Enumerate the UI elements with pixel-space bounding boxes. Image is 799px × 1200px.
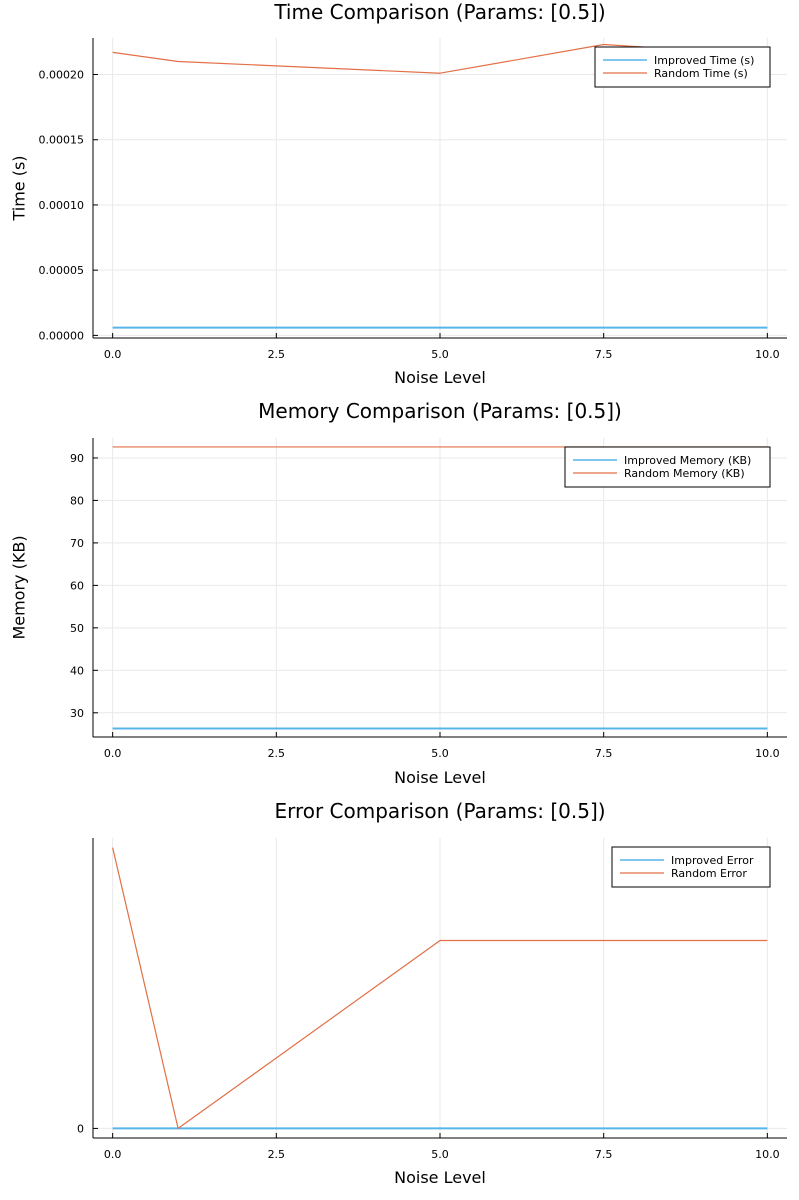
x-tick-label: 0.0 bbox=[104, 1148, 122, 1161]
x-tick-label: 0.0 bbox=[104, 747, 122, 760]
legend-label: Random Error bbox=[671, 867, 747, 880]
x-tick-label: 2.5 bbox=[268, 1148, 286, 1161]
x-tick-label: 7.5 bbox=[595, 747, 613, 760]
x-axis-label: Noise Level bbox=[394, 368, 486, 387]
legend-box bbox=[611, 846, 771, 888]
y-tick-label: 0 bbox=[77, 1122, 84, 1135]
series-line-random bbox=[112, 847, 768, 1130]
x-tick-label: 2.5 bbox=[268, 747, 286, 760]
x-tick-label: 10.0 bbox=[755, 747, 780, 760]
legend-label: Improved Time (s) bbox=[654, 54, 754, 67]
x-tick-label: 10.0 bbox=[755, 1148, 780, 1161]
y-tick-label: 0.00015 bbox=[39, 134, 85, 147]
legend-box bbox=[564, 446, 771, 488]
x-tick-label: 5.0 bbox=[431, 1148, 449, 1161]
y-tick-label: 0.00020 bbox=[39, 69, 85, 82]
chart-panel-1: 0.0 2.5 5.0 7.5 10.0 0.00000 0.00005 0.00010 0.0… bbox=[9, 0, 787, 387]
legend-label: Improved Memory (KB) bbox=[624, 454, 751, 467]
y-tick-label: 70 bbox=[70, 537, 84, 550]
chart-title: Time Comparison (Params: [0.5]) bbox=[273, 0, 605, 24]
y-tick-label: 0.00010 bbox=[39, 199, 85, 212]
legend-box bbox=[594, 46, 771, 88]
x-tick-label: 0.0 bbox=[104, 348, 122, 361]
x-axis-label: Noise Level bbox=[394, 1168, 486, 1187]
x-axis-label: Noise Level bbox=[394, 768, 486, 787]
y-axis-label: Time (s) bbox=[9, 155, 28, 221]
y-tick-label: 90 bbox=[70, 452, 84, 465]
y-tick-label: 80 bbox=[70, 494, 84, 507]
chart-title: Error Comparison (Params: [0.5]) bbox=[274, 799, 605, 823]
legend: Improved Time (s)Random Time (s) bbox=[594, 46, 771, 88]
x-tick-label: 5.0 bbox=[431, 348, 449, 361]
x-tick-label: 5.0 bbox=[431, 747, 449, 760]
y-tick-label: 60 bbox=[70, 579, 84, 592]
legend-label: Random Memory (KB) bbox=[624, 467, 745, 480]
y-tick-label: 40 bbox=[70, 664, 84, 677]
y-axis-label: Memory (KB) bbox=[9, 535, 28, 639]
chart-title: Memory Comparison (Params: [0.5]) bbox=[258, 399, 622, 423]
x-tick-label: 10.0 bbox=[755, 348, 780, 361]
legend: Improved Memory (KB)Random Memory (KB) bbox=[564, 446, 771, 488]
legend-label: Random Time (s) bbox=[654, 67, 748, 80]
x-tick-label: 2.5 bbox=[268, 348, 286, 361]
chart-panel-2: 0.0 2.5 5.0 7.5 10.0 30 40 50 60 70 80 90 Memory Com… bbox=[9, 399, 787, 787]
legend-label: Improved Error bbox=[671, 854, 754, 867]
x-tick-label: 7.5 bbox=[595, 1148, 613, 1161]
y-tick-label: 0.00000 bbox=[39, 329, 85, 342]
chart-panel-3: 0.0 2.5 5.0 7.5 10.0 0 Error Comparison (Param… bbox=[77, 799, 787, 1187]
x-tick-label: 7.5 bbox=[595, 348, 613, 361]
y-tick-label: 30 bbox=[70, 707, 84, 720]
y-tick-label: 0.00005 bbox=[39, 264, 85, 277]
y-tick-label: 50 bbox=[70, 622, 84, 635]
